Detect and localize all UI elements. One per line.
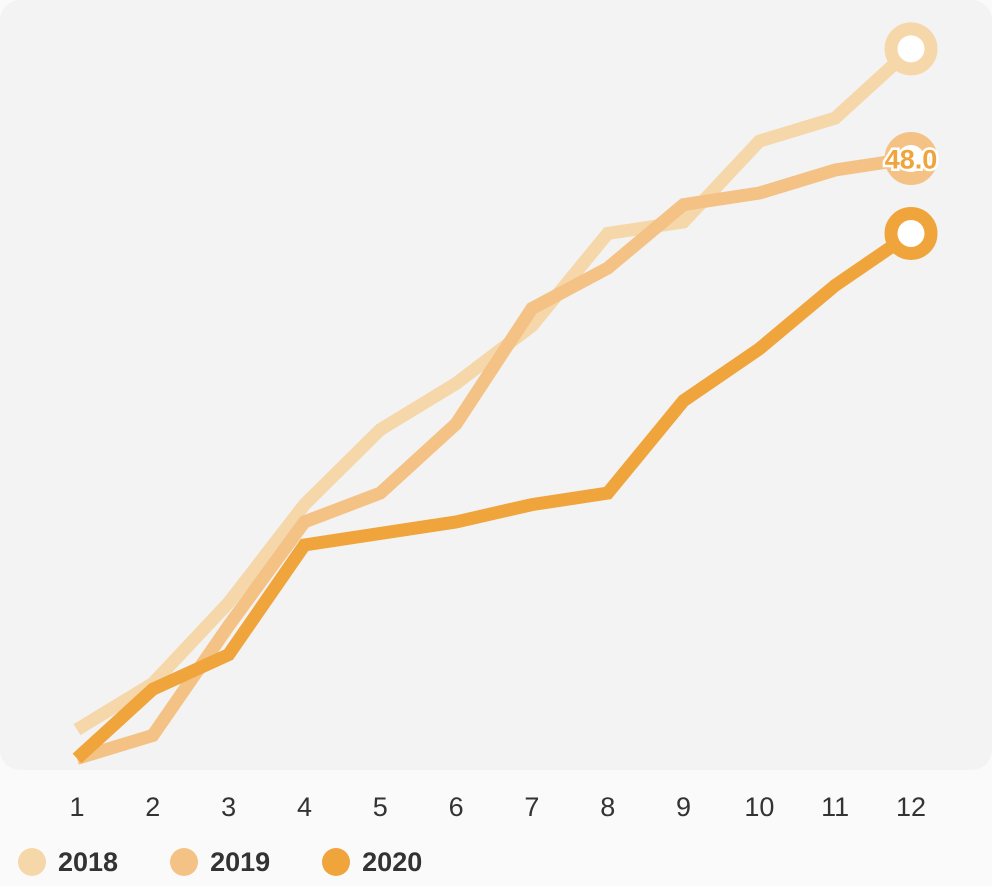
legend-label-2020: 2020 <box>362 846 423 877</box>
x-tick-label: 9 <box>676 792 691 822</box>
legend-swatch-2018 <box>18 848 46 876</box>
x-tick-label: 10 <box>744 792 774 822</box>
x-tick-label: 5 <box>373 792 388 822</box>
end-marker-2020[interactable] <box>884 206 938 260</box>
x-axis: 1 2 3 4 5 6 7 8 9 10 11 12 <box>69 792 926 822</box>
legend-label-2019: 2019 <box>210 846 271 877</box>
series-line-2019 <box>75 152 912 765</box>
x-tick-label: 2 <box>145 792 160 822</box>
legend-item-2019[interactable]: 2019 <box>170 847 270 878</box>
legend-label-2018: 2018 <box>58 846 119 877</box>
x-tick-label: 11 <box>821 792 849 822</box>
x-tick-label: 12 <box>896 792 926 822</box>
x-tick-label: 3 <box>221 792 236 822</box>
legend-item-2020[interactable]: 2020 <box>322 847 422 878</box>
end-markers <box>884 22 938 260</box>
legend: 2018 2019 2020 <box>18 840 422 884</box>
x-tick-label: 8 <box>600 792 615 822</box>
x-tick-label: 7 <box>524 792 539 822</box>
legend-swatch-2019 <box>170 848 199 876</box>
end-marker-2019[interactable] <box>884 131 938 185</box>
series-lines <box>72 44 916 765</box>
end-marker-2018[interactable] <box>884 22 938 76</box>
x-tick-label: 6 <box>449 792 464 822</box>
x-tick-label: 4 <box>297 792 312 822</box>
end-labels: 48.0 <box>882 142 940 177</box>
x-tick-label: 1 <box>69 792 84 822</box>
series-line-2020 <box>72 228 915 764</box>
end-value-label-2019: 48.0 <box>885 144 938 174</box>
legend-item-2018[interactable]: 2018 <box>18 847 118 878</box>
legend-swatch-2020 <box>322 848 351 876</box>
